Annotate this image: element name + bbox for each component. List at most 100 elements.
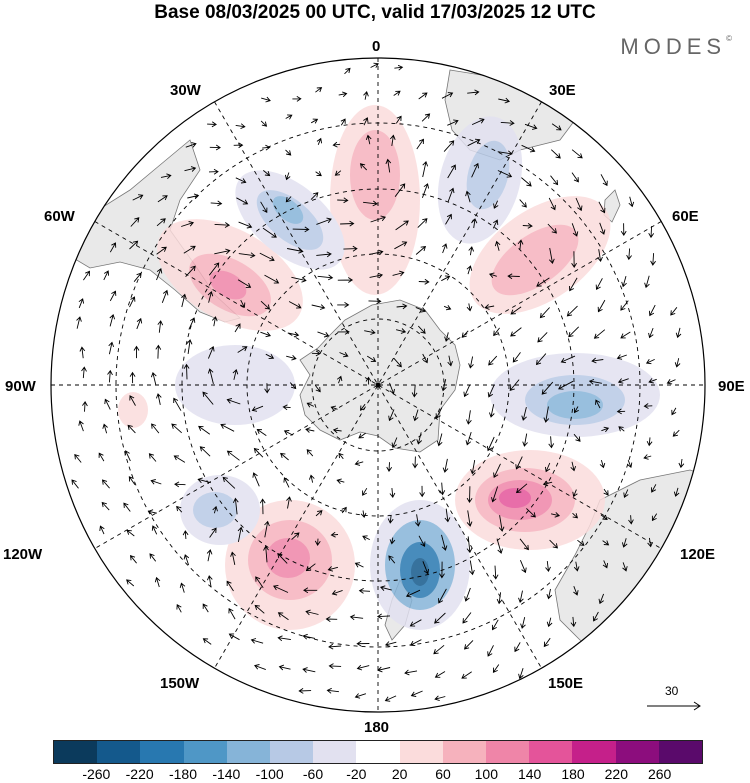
lon-label-180: 180 [364, 719, 390, 736]
wind-vector [588, 378, 602, 385]
colorbar-swatch [54, 741, 98, 763]
wind-vector [599, 222, 606, 235]
wind-vector [466, 265, 473, 275]
wind-vector [492, 664, 500, 674]
modes-logo: MODES© [620, 34, 732, 60]
wind-vector [521, 177, 532, 187]
wind-vector [595, 278, 603, 291]
wind-vector [338, 452, 344, 460]
wind-vector [522, 223, 533, 229]
wind-vector [236, 197, 249, 205]
wind-vector [311, 304, 326, 310]
wind-vector [109, 290, 117, 302]
wind-vector [362, 487, 368, 496]
wind-vector [395, 220, 409, 231]
wind-vector [149, 553, 157, 562]
wind-vector [678, 458, 685, 469]
wind-vector [259, 498, 266, 515]
wind-vector [521, 406, 527, 421]
wind-vector [127, 424, 136, 434]
wind-vector [438, 588, 447, 604]
wind-vector [226, 450, 240, 461]
wind-vector [136, 317, 143, 330]
wind-vector [366, 355, 377, 362]
wind-vector [384, 641, 397, 647]
wind-vector [74, 453, 82, 463]
wind-vector [99, 525, 105, 535]
colorbar-swatch [140, 741, 184, 763]
colorbar [53, 740, 703, 764]
wind-vector [336, 375, 343, 384]
wind-vector [599, 459, 606, 469]
wind-vector [376, 613, 391, 620]
wind-vector [316, 251, 332, 258]
colorbar-swatch [356, 741, 400, 763]
map-boundary [50, 57, 706, 713]
negative-anomaly [466, 140, 510, 210]
map-title: Base 08/03/2025 00 UTC, valid 17/03/2025… [154, 2, 596, 23]
wind-vector [208, 262, 220, 276]
lon-label-60w: 60W [44, 208, 75, 225]
wind-vector [250, 638, 264, 644]
wind-vector [487, 384, 495, 398]
brand-text: MODES [620, 34, 727, 59]
wind-vector [673, 487, 680, 497]
positive-anomaly [491, 224, 579, 296]
wind-vector [280, 452, 289, 461]
wind-vector [151, 525, 158, 535]
wind-vector [208, 168, 219, 175]
wind-vector [575, 197, 583, 212]
wind-vector [237, 346, 248, 353]
wind-vector [544, 462, 551, 473]
wind-vector [577, 539, 585, 546]
wind-vector [411, 384, 418, 398]
wind-vector [441, 534, 448, 551]
wind-vector [233, 142, 244, 149]
wind-vector [546, 617, 553, 628]
wind-vector [443, 304, 452, 311]
wind-vector [386, 462, 393, 472]
wind-vector [328, 643, 342, 650]
wind-vector [277, 635, 291, 642]
wind-vector [465, 190, 471, 203]
wind-vector [488, 355, 498, 366]
wind-vector [176, 505, 183, 513]
wind-vector [493, 200, 499, 209]
wind-vector [330, 531, 339, 538]
wind-vector [238, 221, 253, 229]
wind-vector [155, 393, 162, 405]
wind-vector [394, 241, 408, 250]
wind-vector [328, 663, 342, 669]
colorbar-swatch [97, 741, 141, 763]
wind-vector [546, 588, 553, 600]
wind-vector [173, 455, 186, 463]
wind-vector [465, 431, 472, 446]
wind-vector [261, 96, 271, 103]
wind-vector [156, 246, 167, 255]
wind-vector [568, 326, 580, 338]
wind-vector [157, 195, 168, 203]
wind-vector [422, 160, 429, 178]
wind-vector [130, 217, 140, 227]
wind-vector [129, 395, 136, 406]
wind-vector [316, 137, 323, 145]
wind-vector [202, 391, 214, 405]
lon-label-30e: 30E [549, 82, 576, 99]
wind-vector [235, 177, 247, 184]
wind-vector [379, 585, 392, 592]
wind-vector [464, 640, 474, 650]
wind-vector [645, 358, 655, 365]
wind-vector [237, 279, 252, 288]
colorbar-tick-label: -60 [302, 766, 324, 782]
wind-vector [620, 223, 627, 237]
wind-vector [259, 252, 275, 262]
wind-vector [498, 515, 505, 532]
colorbar-swatch [399, 741, 443, 763]
wind-vector [311, 350, 321, 357]
wind-vector [417, 325, 426, 334]
wind-vector [519, 538, 529, 551]
colorbar-tick-labels: -260 -220 -180 -140 -100 -60 -20 20 60 100 140 180 2… [0, 766, 750, 783]
wind-vector [253, 447, 264, 458]
wind-vector [103, 270, 110, 281]
wind-vector [551, 123, 562, 131]
